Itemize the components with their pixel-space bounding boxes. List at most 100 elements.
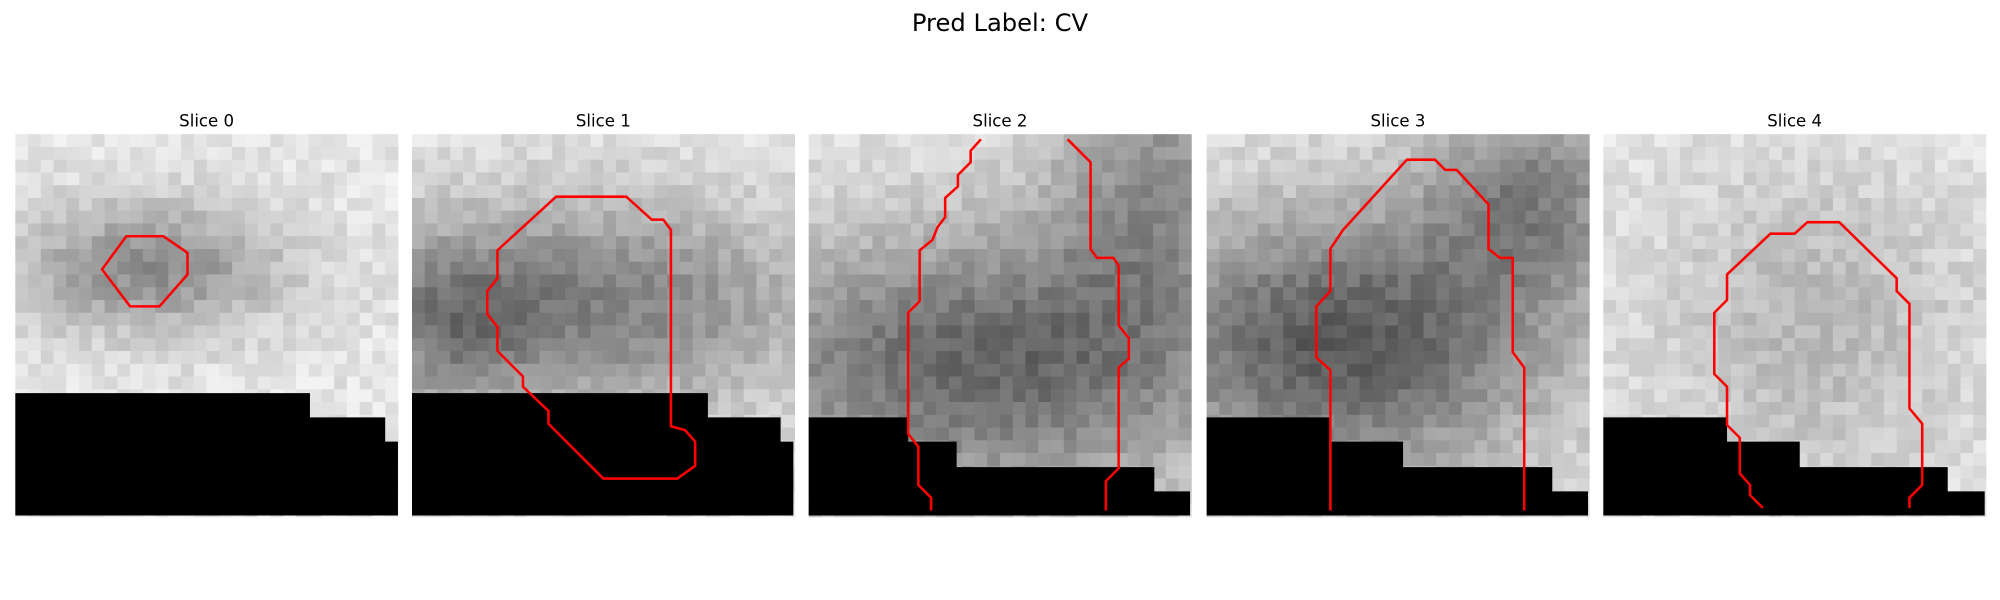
pixel <box>40 274 54 288</box>
pixel <box>872 312 886 326</box>
pixel <box>1474 261 1488 275</box>
pixel <box>244 223 259 237</box>
pixel <box>1692 172 1706 186</box>
pixel <box>1270 146 1284 161</box>
pixel <box>1038 134 1052 148</box>
pixel <box>1114 197 1128 212</box>
pixel <box>1616 261 1630 275</box>
pixel <box>526 185 540 199</box>
pixel <box>295 376 310 390</box>
pixel <box>885 146 899 161</box>
pixel <box>1474 402 1488 416</box>
pixel <box>821 223 835 237</box>
pixel <box>91 134 105 148</box>
pixel <box>91 172 105 186</box>
pixel <box>1257 236 1271 250</box>
mask <box>411 393 794 516</box>
pixel <box>1140 300 1154 314</box>
pixel <box>872 185 886 199</box>
pixel <box>961 185 975 199</box>
pixel <box>1461 414 1475 428</box>
pixel <box>590 210 604 224</box>
pixel <box>1794 389 1808 403</box>
pixel <box>155 248 169 263</box>
pixel <box>1947 261 1961 275</box>
pixel <box>1102 363 1116 377</box>
pixel <box>424 351 438 365</box>
pixel <box>628 376 642 390</box>
pixel <box>769 223 783 237</box>
pixel <box>1718 185 1732 199</box>
pixel <box>1025 210 1039 224</box>
pixel <box>1616 172 1630 186</box>
pixel <box>1295 287 1310 301</box>
pixel <box>193 351 208 365</box>
pixel <box>450 185 464 199</box>
pixel <box>987 134 1001 148</box>
pixel <box>1628 223 1642 237</box>
pixel <box>1038 172 1052 186</box>
pixel <box>539 210 553 224</box>
pixel <box>1257 389 1271 403</box>
pixel <box>1756 197 1770 212</box>
pixel <box>1410 146 1424 161</box>
pixel <box>1934 159 1949 173</box>
pixel <box>1832 440 1847 454</box>
pixel <box>488 287 502 301</box>
pixel <box>552 376 566 390</box>
pixel <box>117 223 131 237</box>
pixel <box>936 197 950 212</box>
pixel <box>1474 453 1488 467</box>
pixel <box>155 261 169 275</box>
pixel <box>641 300 655 314</box>
pixel <box>1257 287 1271 301</box>
pixel <box>1500 389 1514 403</box>
pixel <box>1089 197 1103 212</box>
pixel <box>1423 389 1437 403</box>
pixel <box>718 223 732 237</box>
pixel <box>1474 274 1488 288</box>
pixel <box>743 134 757 148</box>
pixel <box>718 159 732 173</box>
pixel <box>1232 197 1246 212</box>
pixel <box>1563 478 1577 492</box>
pixel <box>1089 172 1103 186</box>
pixel <box>321 287 335 301</box>
pixel <box>244 197 259 212</box>
pixel <box>577 159 591 173</box>
pixel <box>1372 236 1386 250</box>
pixel <box>1127 248 1141 263</box>
pixel <box>1756 312 1770 326</box>
pixel <box>142 210 156 224</box>
pixel <box>40 159 54 173</box>
pixel <box>1270 210 1284 224</box>
pixel <box>1820 389 1834 403</box>
pixel <box>346 363 361 377</box>
pixel <box>308 287 322 301</box>
pixel <box>1512 261 1526 275</box>
pixel <box>1500 453 1514 467</box>
pixel <box>1641 402 1655 416</box>
pixel <box>1270 363 1284 377</box>
pixel <box>168 274 182 288</box>
pixel <box>1730 185 1745 199</box>
pixel <box>1051 453 1065 467</box>
pixel <box>1512 351 1526 365</box>
pixel <box>206 300 220 314</box>
pixel <box>1206 236 1220 250</box>
pixel <box>1883 427 1898 441</box>
pixel <box>1538 261 1552 275</box>
pixel <box>1051 338 1065 352</box>
pixel <box>1692 325 1706 339</box>
pixel <box>1487 287 1501 301</box>
pixel <box>1909 453 1923 467</box>
pixel <box>232 197 246 212</box>
pixel <box>1012 146 1026 161</box>
pixel <box>974 261 988 275</box>
pixel <box>28 312 42 326</box>
pixel <box>1960 389 1974 403</box>
pixel <box>1385 338 1399 352</box>
pixel <box>193 210 208 224</box>
pixel <box>859 146 873 161</box>
